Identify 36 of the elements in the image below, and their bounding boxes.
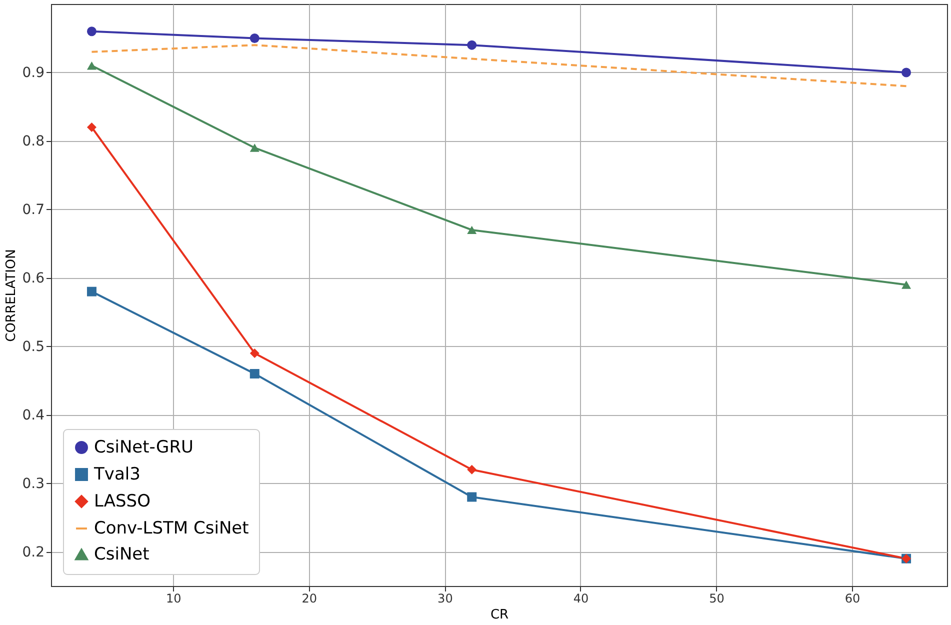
line-series xyxy=(90,44,908,88)
point xyxy=(86,62,96,70)
legend-label: Tval3 xyxy=(93,464,140,484)
point xyxy=(467,492,477,502)
y-tick-label: 0.7 xyxy=(22,202,44,218)
legend-label: Conv-LSTM CsiNet xyxy=(94,518,250,538)
point xyxy=(250,144,260,152)
x-tick-label: 50 xyxy=(709,592,724,606)
x-tick-label: 20 xyxy=(302,592,318,606)
legend-label: CsiNet xyxy=(94,544,150,564)
point xyxy=(902,280,912,289)
x-tick-label: 10 xyxy=(166,592,182,606)
point xyxy=(86,26,96,36)
y-axis-title: CORRELATION xyxy=(4,249,20,342)
point xyxy=(86,286,96,296)
x-tick-label: 60 xyxy=(844,592,860,606)
y-tick-label: 0.8 xyxy=(22,133,44,150)
x-tick-label: 30 xyxy=(438,592,453,606)
point xyxy=(86,122,96,132)
point xyxy=(250,369,260,378)
point xyxy=(250,34,260,43)
point xyxy=(250,348,260,358)
point xyxy=(467,40,477,50)
y-tick-label: 0.3 xyxy=(22,476,44,492)
legend-label: LASSO xyxy=(94,492,150,512)
y-tick-label: 0.2 xyxy=(22,544,44,560)
point xyxy=(902,68,912,78)
x-axis-title: CR xyxy=(490,608,509,622)
y-tick-label: 0.5 xyxy=(22,338,44,355)
y-tick-label: 0.9 xyxy=(22,64,44,81)
point xyxy=(467,226,477,234)
y-tick-label: 0.6 xyxy=(22,270,45,286)
legend-label: CsiNet-GRU xyxy=(94,438,194,458)
point xyxy=(467,464,477,474)
y-tick-label: 0.4 xyxy=(22,407,45,424)
x-tick-label: 40 xyxy=(573,592,589,606)
